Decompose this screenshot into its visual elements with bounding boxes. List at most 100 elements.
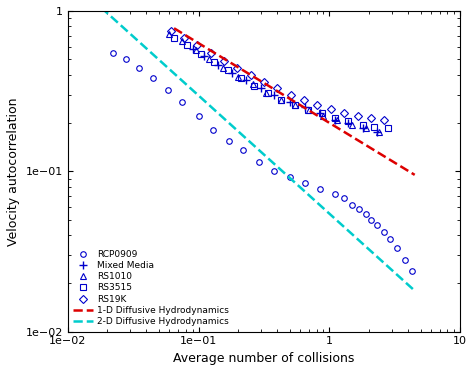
RS19K bbox=[182, 36, 187, 40]
RS3515 bbox=[332, 116, 337, 120]
Mixed Media bbox=[201, 54, 207, 59]
RS19K bbox=[248, 73, 254, 77]
Line: 1-D Diffusive Hydrodynamics: 1-D Diffusive Hydrodynamics bbox=[174, 28, 415, 175]
Mixed Media bbox=[374, 130, 379, 135]
RS1010 bbox=[349, 122, 355, 127]
RS1010 bbox=[264, 90, 269, 95]
RCP0909 bbox=[179, 100, 185, 105]
RS1010 bbox=[279, 97, 284, 102]
Line: RS3515: RS3515 bbox=[171, 35, 391, 131]
1-D Diffusive Hydrodynamics bbox=[412, 173, 418, 177]
RS19K bbox=[169, 29, 174, 33]
RS19K bbox=[194, 43, 200, 48]
RCP0909 bbox=[341, 196, 347, 201]
Mixed Media bbox=[360, 126, 365, 131]
RS1010 bbox=[320, 114, 326, 119]
Y-axis label: Velocity autocorrelation: Velocity autocorrelation bbox=[7, 97, 20, 246]
RCP0909 bbox=[196, 114, 201, 119]
RS19K bbox=[261, 80, 267, 84]
Line: RS19K: RS19K bbox=[169, 28, 387, 122]
Line: Mixed Media: Mixed Media bbox=[188, 45, 381, 137]
RS1010 bbox=[376, 130, 382, 135]
RCP0909 bbox=[165, 88, 171, 93]
RS19K bbox=[368, 116, 374, 120]
RS19K bbox=[315, 103, 320, 107]
RS19K bbox=[208, 50, 214, 55]
RS3515 bbox=[252, 84, 257, 88]
Line: RCP0909: RCP0909 bbox=[110, 50, 415, 273]
RCP0909 bbox=[210, 128, 216, 132]
RS1010 bbox=[306, 108, 312, 113]
RCP0909 bbox=[381, 230, 386, 234]
RCP0909 bbox=[363, 212, 369, 217]
RS3515 bbox=[305, 108, 311, 113]
RS19K bbox=[382, 118, 387, 122]
RS19K bbox=[328, 107, 334, 111]
RCP0909 bbox=[402, 258, 408, 262]
1-D Diffusive Hydrodynamics bbox=[171, 26, 177, 31]
RCP0909 bbox=[387, 237, 392, 241]
RCP0909 bbox=[317, 186, 323, 191]
RCP0909 bbox=[302, 180, 308, 185]
Mixed Media bbox=[190, 46, 195, 51]
RS1010 bbox=[167, 32, 173, 36]
RS19K bbox=[288, 93, 293, 97]
RS19K bbox=[341, 110, 347, 115]
RCP0909 bbox=[369, 217, 374, 222]
RCP0909 bbox=[272, 169, 277, 173]
RCP0909 bbox=[226, 138, 231, 143]
RS3515 bbox=[238, 76, 244, 81]
Mixed Media bbox=[243, 78, 249, 83]
RCP0909 bbox=[409, 269, 415, 273]
Mixed Media bbox=[346, 121, 351, 125]
RS1010 bbox=[292, 103, 298, 107]
RS19K bbox=[274, 86, 280, 90]
RCP0909 bbox=[150, 76, 156, 81]
Mixed Media bbox=[332, 118, 337, 122]
X-axis label: Average number of collisions: Average number of collisions bbox=[173, 352, 355, 365]
Mixed Media bbox=[215, 63, 220, 67]
RS1010 bbox=[250, 82, 255, 86]
RS19K bbox=[301, 97, 307, 102]
RCP0909 bbox=[287, 175, 293, 179]
RS3515 bbox=[225, 67, 230, 72]
RS1010 bbox=[220, 66, 226, 70]
RS1010 bbox=[363, 126, 369, 131]
Mixed Media bbox=[287, 100, 293, 105]
RS3515 bbox=[292, 103, 298, 107]
RS3515 bbox=[265, 90, 271, 95]
RS1010 bbox=[206, 57, 212, 61]
RCP0909 bbox=[332, 192, 337, 196]
RS3515 bbox=[371, 124, 377, 129]
RCP0909 bbox=[349, 202, 355, 207]
Mixed Media bbox=[302, 105, 308, 110]
RS3515 bbox=[360, 122, 365, 127]
Mixed Media bbox=[317, 111, 323, 116]
RS3515 bbox=[184, 43, 190, 48]
RCP0909 bbox=[394, 246, 400, 251]
RS19K bbox=[235, 66, 240, 70]
RCP0909 bbox=[123, 57, 129, 61]
Mixed Media bbox=[272, 93, 277, 97]
RS3515 bbox=[319, 111, 325, 116]
RS3515 bbox=[211, 60, 217, 64]
RS1010 bbox=[179, 39, 185, 43]
RCP0909 bbox=[356, 207, 362, 211]
RS1010 bbox=[235, 74, 241, 79]
Line: RS1010: RS1010 bbox=[167, 31, 382, 135]
RS3515 bbox=[385, 126, 391, 131]
Mixed Media bbox=[258, 86, 264, 90]
RCP0909 bbox=[240, 148, 246, 153]
RCP0909 bbox=[109, 50, 115, 55]
RS3515 bbox=[346, 119, 351, 124]
RS19K bbox=[355, 113, 361, 118]
Legend: RCP0909, Mixed Media, RS1010, RS3515, RS19K, 1-D Diffusive Hydrodynamics, 2-D Di: RCP0909, Mixed Media, RS1010, RS3515, RS… bbox=[71, 247, 231, 329]
RCP0909 bbox=[256, 159, 262, 164]
Mixed Media bbox=[229, 71, 235, 75]
RS1010 bbox=[193, 48, 199, 52]
RS3515 bbox=[171, 36, 177, 40]
RS3515 bbox=[279, 97, 284, 102]
RS3515 bbox=[198, 52, 203, 56]
RCP0909 bbox=[136, 66, 142, 70]
RS1010 bbox=[334, 118, 340, 122]
